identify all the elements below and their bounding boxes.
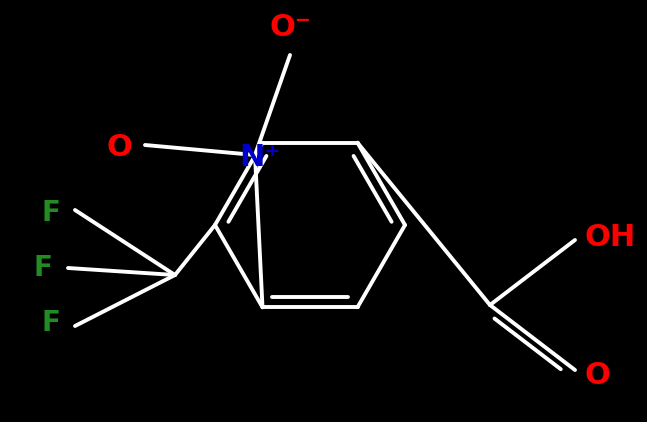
Text: F: F (41, 199, 60, 227)
Text: O: O (584, 362, 610, 390)
Text: F: F (33, 254, 52, 282)
Text: OH: OH (584, 222, 635, 252)
Text: O: O (106, 133, 132, 162)
Text: F: F (41, 309, 60, 337)
Text: O⁻: O⁻ (269, 13, 311, 42)
Text: N⁺: N⁺ (239, 143, 281, 173)
